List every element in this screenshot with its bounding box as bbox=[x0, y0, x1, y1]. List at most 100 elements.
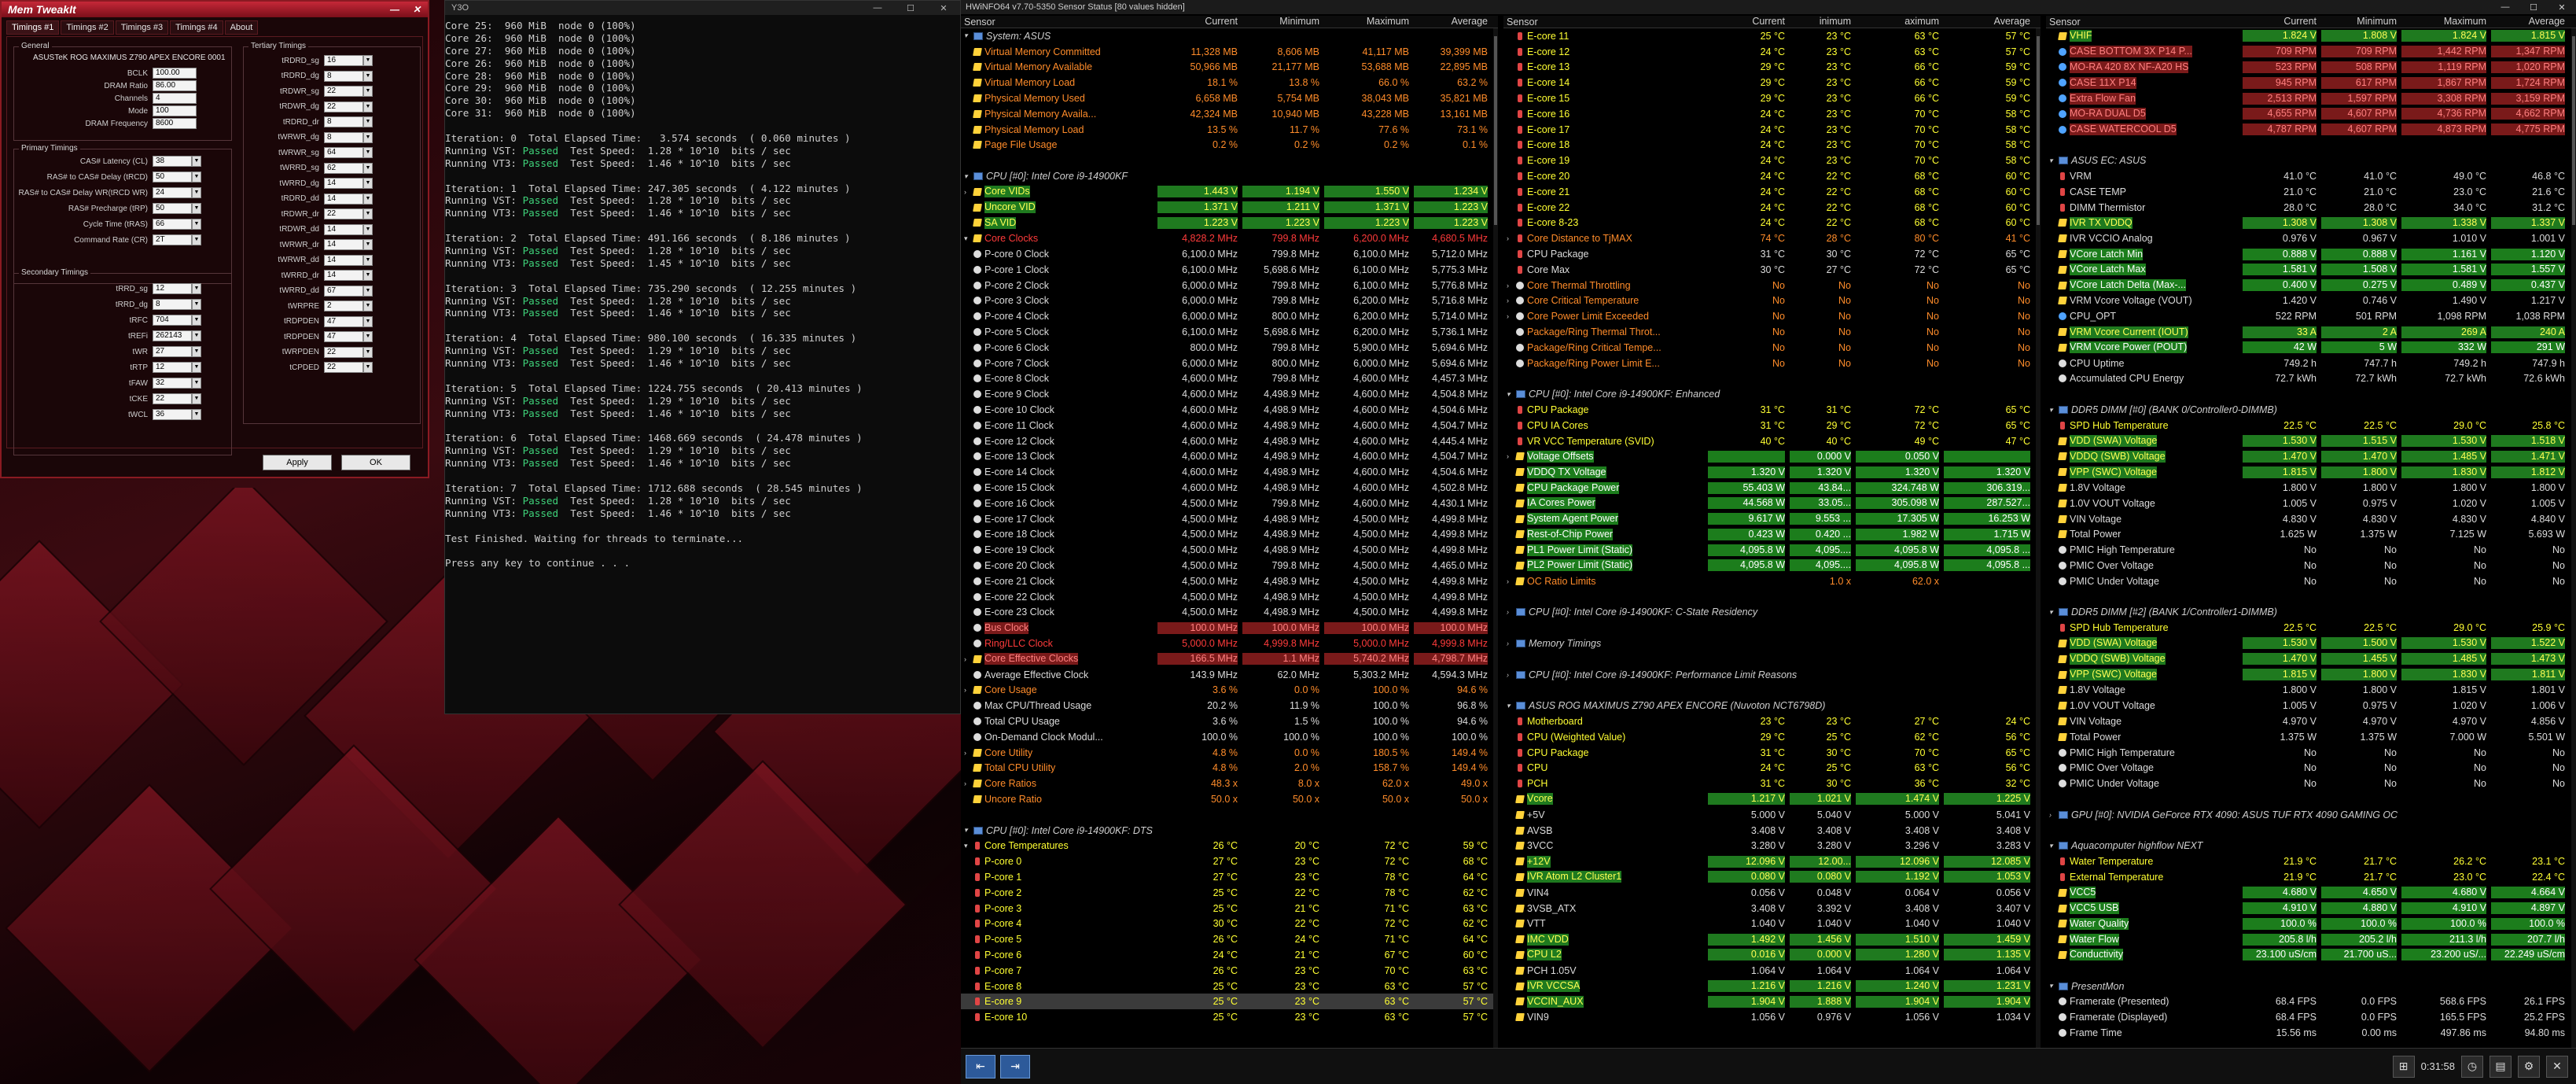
sensor-row[interactable]: Package/Ring Critical Tempe... No No No No bbox=[1503, 340, 2041, 356]
sensor-row[interactable]: E-core 14 29 °C 23 °C 66 °C 59 °C bbox=[1503, 75, 2041, 90]
chevron-down-icon[interactable]: ▼ bbox=[363, 178, 373, 189]
sensor-row[interactable]: VDD (SWA) Voltage 1.530 V 1.500 V 1.530 V 1.… bbox=[2046, 636, 2576, 651]
timing-value-field[interactable]: 8 bbox=[324, 70, 363, 82]
sensor-row[interactable]: Total Power 1.375 W 1.375 W 7.000 W 5.501 W bbox=[2046, 729, 2576, 745]
sensor-row[interactable]: VCore Latch Min 0.888 V 0.888 V 1.161 V 1.12… bbox=[2046, 246, 2576, 262]
sensor-row[interactable]: P-core 6 Clock 800.0 MHz 799.8 MHz 5,900.0 … bbox=[961, 340, 1498, 356]
sensor-row[interactable]: E-core 22 Clock 4,500.0 MHz 4,498.9 MHz 4,5… bbox=[961, 589, 1498, 605]
sensor-row[interactable]: Rest-of-Chip Power 0.423 W 0.420 ... 1.982 … bbox=[1503, 527, 2041, 543]
chevron-down-icon[interactable]: ▼ bbox=[192, 156, 201, 167]
sensor-row[interactable]: P-core 3 25 °C 21 °C 71 °C 63 °C bbox=[961, 901, 1498, 916]
sensor-row[interactable]: P-core 1 Clock 6,100.0 MHz 5,698.6 MHz 6,10… bbox=[961, 262, 1498, 278]
sensor-row[interactable]: 1.0V VOUT Voltage 1.005 V 0.975 V 1.020 V 1.… bbox=[2046, 698, 2576, 713]
timing-value-field[interactable]: 62 bbox=[324, 162, 363, 174]
sensor-row[interactable]: Max CPU/Thread Usage 20.2 % 11.9 % 100.0 % 9… bbox=[961, 698, 1498, 713]
chevron-down-icon[interactable]: ▼ bbox=[363, 208, 373, 219]
chevron-down-icon[interactable]: ▼ bbox=[363, 193, 373, 205]
sensor-row[interactable]: › Core Distance to TjMAX 74 °C 28 °C 80 °C 41… bbox=[1503, 230, 2041, 246]
sensor-row[interactable]: E-core 12 24 °C 23 °C 63 °C 57 °C bbox=[1503, 44, 2041, 60]
sensor-row[interactable]: VIN9 1.056 V 0.976 V 1.056 V 1.034 V bbox=[1503, 1009, 2041, 1025]
sensor-row[interactable]: CASE WATERCOOL D5 4,787 RPM 4,607 RPM 4,873… bbox=[2046, 122, 2576, 138]
chevron-down-icon[interactable]: ▼ bbox=[363, 285, 373, 297]
chevron-down-icon[interactable]: ▼ bbox=[363, 147, 373, 158]
column-header-inimum[interactable]: inimum bbox=[1819, 16, 1851, 27]
sensor-row[interactable]: PMIC Over Voltage No No No No bbox=[2046, 558, 2576, 573]
timing-value-field[interactable]: 86.00 bbox=[153, 80, 197, 91]
sensor-row[interactable]: › Core Ratios 48.3 x 8.0 x 62.0 x 49.0 x bbox=[961, 776, 1498, 791]
sensor-row[interactable]: SPD Hub Temperature 22.5 °C 22.5 °C 29.0 °C… bbox=[2046, 620, 2576, 636]
sensor-row[interactable]: E-core 18 Clock 4,500.0 MHz 4,498.9 MHz 4,5… bbox=[961, 527, 1498, 543]
chevron-down-icon[interactable]: ▼ bbox=[192, 393, 201, 404]
sensor-row[interactable]: Water Temperature 21.9 °C 21.7 °C 26.2 °C 23… bbox=[2046, 854, 2576, 869]
timing-value-field[interactable]: 100.00 bbox=[153, 68, 197, 79]
sensor-row[interactable]: Average Effective Clock 143.9 MHz 62.0 MHz… bbox=[961, 667, 1498, 683]
sensor-row[interactable]: CPU Package 31 °C 30 °C 70 °C 65 °C bbox=[1503, 745, 2041, 761]
sensor-row[interactable]: › OC Ratio Limits 1.0 x 62.0 x bbox=[1503, 573, 2041, 589]
expand-icon[interactable]: › bbox=[1507, 670, 1509, 679]
chevron-down-icon[interactable]: ▼ bbox=[192, 378, 201, 389]
sensor-row[interactable]: Bus Clock 100.0 MHz 100.0 MHz 100.0 MHz 100.… bbox=[961, 620, 1498, 636]
timing-value-field[interactable]: 8 bbox=[324, 116, 363, 127]
close-icon[interactable]: ✕ bbox=[2546, 1055, 2568, 1078]
sensor-group-header[interactable]: ▾ ASUS ROG MAXIMUS Z790 APEX ENCORE (Nuvo… bbox=[1503, 698, 2041, 713]
ok-button[interactable]: OK bbox=[341, 455, 410, 470]
sensor-row[interactable]: Framerate (Displayed) 68.4 FPS 0.0 FPS 165.… bbox=[2046, 1009, 2576, 1025]
timing-value-field[interactable]: 38 bbox=[153, 156, 192, 167]
minimize-icon[interactable]: — bbox=[2501, 2, 2510, 12]
sensor-group-header[interactable]: ▾ DDR5 DIMM [#0] (BANK 0/Controller0-DIMM… bbox=[2046, 402, 2576, 418]
timing-value-field[interactable]: 12 bbox=[153, 283, 192, 294]
sensor-row[interactable]: CPU (Weighted Value) 29 °C 25 °C 62 °C 56 °C bbox=[1503, 729, 2041, 745]
sensor-row[interactable]: Physical Memory Used 6,658 MB 5,754 MB 38,0… bbox=[961, 90, 1498, 106]
chevron-down-icon[interactable]: ▼ bbox=[192, 234, 201, 245]
timing-value-field[interactable]: 16 bbox=[324, 55, 363, 66]
sensor-row[interactable]: AVSB 3.408 V 3.408 V 3.408 V 3.408 V bbox=[1503, 823, 2041, 839]
chevron-down-icon[interactable]: ▼ bbox=[363, 270, 373, 281]
column-header-average[interactable]: Average bbox=[1451, 16, 1488, 27]
sensor-row[interactable]: CASE 11X P14 945 RPM 617 RPM 1,867 RPM 1,724… bbox=[2046, 75, 2576, 90]
chevron-down-icon[interactable]: ▼ bbox=[363, 346, 373, 358]
sensor-row[interactable]: P-core 3 Clock 6,000.0 MHz 799.8 MHz 6,200.… bbox=[961, 293, 1498, 309]
sensor-group-header[interactable]: ▾ PresentMon bbox=[2046, 979, 2576, 994]
timing-value-field[interactable]: 36 bbox=[153, 409, 192, 420]
sensor-row[interactable]: P-core 2 Clock 6,000.0 MHz 799.8 MHz 6,100.… bbox=[961, 278, 1498, 293]
expand-icon[interactable]: › bbox=[1507, 297, 1509, 305]
column-header-minimum[interactable]: Minimum bbox=[1279, 16, 1319, 27]
sensor-row[interactable]: PL2 Power Limit (Static) 4,095.8 W 4,095..… bbox=[1503, 558, 2041, 573]
sensor-row[interactable]: CPU Package 31 °C 30 °C 72 °C 65 °C bbox=[1503, 246, 2041, 262]
minimize-icon[interactable]: — bbox=[873, 2, 882, 13]
timing-value-field[interactable]: 22 bbox=[153, 393, 192, 404]
timing-value-field[interactable]: 14 bbox=[324, 223, 363, 235]
timing-value-field[interactable]: 22 bbox=[324, 346, 363, 358]
sensor-row[interactable]: ▾ Core Clocks 4,828.2 MHz 799.8 MHz 6,200.0 … bbox=[961, 230, 1498, 246]
close-icon[interactable]: ✕ bbox=[412, 4, 421, 15]
scrollbar-thumb[interactable] bbox=[2037, 36, 2040, 225]
sensor-row[interactable]: E-core 22 24 °C 22 °C 68 °C 60 °C bbox=[1503, 200, 2041, 216]
timing-value-field[interactable]: 704 bbox=[153, 315, 192, 326]
column-header-current[interactable]: Current bbox=[2283, 16, 2317, 27]
sensor-row[interactable]: PMIC High Temperature No No No No bbox=[2046, 745, 2576, 761]
sensor-row[interactable]: Accumulated CPU Energy 72.7 kWh 72.7 kWh 72… bbox=[2046, 371, 2576, 387]
timing-value-field[interactable]: 64 bbox=[324, 147, 363, 158]
chevron-down-icon[interactable]: ▼ bbox=[192, 283, 201, 294]
collapse-icon[interactable]: ▾ bbox=[964, 826, 968, 835]
settings-icon[interactable]: ⚙ bbox=[2518, 1055, 2540, 1078]
sensor-group-header[interactable]: ▾ System: ASUS bbox=[961, 28, 1498, 44]
tab-timings-3[interactable]: Timings #3 bbox=[115, 20, 169, 35]
sensor-row[interactable]: PMIC Over Voltage No No No No bbox=[2046, 760, 2576, 776]
sensor-row[interactable]: P-core 6 24 °C 21 °C 67 °C 60 °C bbox=[961, 947, 1498, 963]
sensor-group-header[interactable]: › CPU [#0]: Intel Core i9-14900KF: C-Stat… bbox=[1503, 604, 2041, 620]
sensor-row[interactable]: VCore Latch Max 1.581 V 1.508 V 1.581 V 1.55… bbox=[2046, 262, 2576, 278]
expand-icon[interactable]: › bbox=[1507, 577, 1509, 585]
sensor-row[interactable]: MO-RA DUAL D5 4,655 RPM 4,607 RPM 4,736 RPM… bbox=[2046, 106, 2576, 122]
sensor-row[interactable]: E-core 11 25 °C 23 °C 63 °C 57 °C bbox=[1503, 28, 2041, 44]
chevron-down-icon[interactable]: ▼ bbox=[363, 55, 373, 66]
sensor-row[interactable]: CASE BOTTOM 3X P14 P... 709 RPM 709 RPM 1,4… bbox=[2046, 44, 2576, 60]
column-header-sensor[interactable]: Sensor bbox=[1507, 16, 1538, 28]
timing-value-field[interactable]: 47 bbox=[324, 331, 363, 342]
sensor-row[interactable]: E-core 11 Clock 4,600.0 MHz 4,498.9 MHz 4,6… bbox=[961, 418, 1498, 433]
sensor-row[interactable]: E-core 14 Clock 4,600.0 MHz 4,498.9 MHz 4,6… bbox=[961, 464, 1498, 480]
sensor-group-header[interactable]: ▾ CPU [#0]: Intel Core i9-14900KF: DTS bbox=[961, 823, 1498, 839]
sensor-row[interactable]: E-core 9 Clock 4,600.0 MHz 4,498.9 MHz 4,60… bbox=[961, 386, 1498, 402]
sensor-row[interactable]: Extra Flow Fan 2,513 RPM 1,597 RPM 3,308 RP… bbox=[2046, 90, 2576, 106]
